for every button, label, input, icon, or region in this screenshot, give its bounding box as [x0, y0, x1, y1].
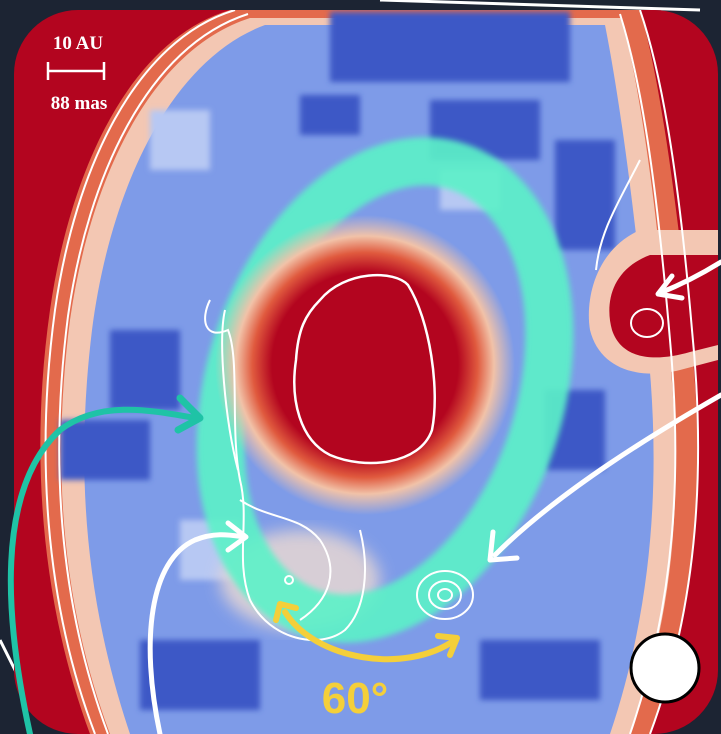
scale-angle-label: 88 mas	[50, 93, 108, 114]
blob	[140, 640, 260, 710]
blob	[150, 110, 210, 170]
blob	[330, 12, 570, 82]
arrow-icon	[147, 520, 249, 734]
angle-annotation: 60°	[321, 674, 389, 723]
core	[293, 274, 436, 465]
blob	[480, 640, 600, 700]
blob	[300, 95, 360, 135]
beam-circle-icon	[629, 632, 701, 704]
background-line	[379, 0, 701, 12]
blob	[110, 330, 180, 410]
intensity-map	[14, 10, 718, 734]
arrow-icon	[487, 392, 721, 563]
arrow-icon	[655, 259, 721, 301]
scale-distance-label: 10 AU	[52, 33, 104, 54]
arrow-icon	[7, 394, 204, 734]
scale-bar-icon	[46, 62, 106, 80]
angle-arrow-icon	[273, 601, 460, 663]
blob	[60, 420, 150, 480]
contours	[44, 10, 700, 734]
blob	[555, 140, 615, 250]
